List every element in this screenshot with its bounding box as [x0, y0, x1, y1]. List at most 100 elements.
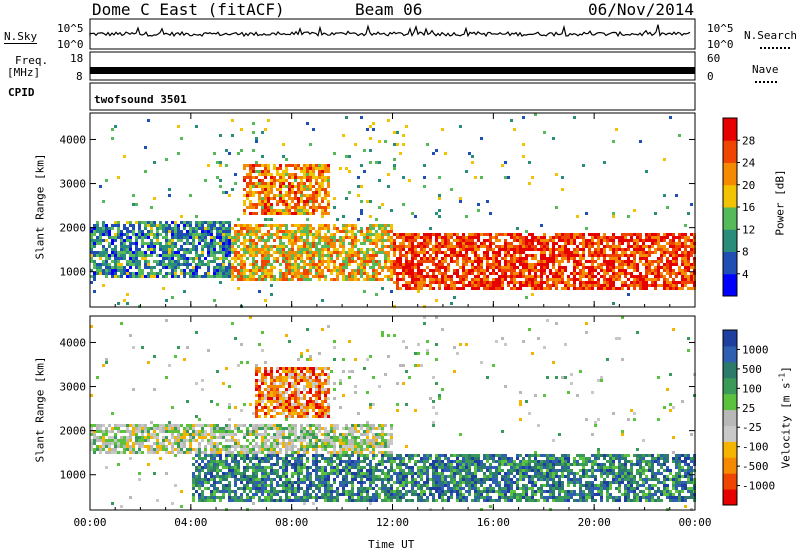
heatmap-cell: [168, 257, 171, 260]
heatmap-cell: [168, 421, 171, 424]
heatmap-cell: [153, 242, 156, 245]
heatmap-cell: [408, 239, 411, 242]
heatmap-cell: [216, 272, 219, 275]
heatmap-cell: [261, 397, 264, 400]
heatmap-cell: [294, 370, 297, 373]
heatmap-cell: [516, 236, 519, 239]
heatmap-cell: [435, 257, 438, 260]
heatmap-cell: [261, 433, 264, 436]
heatmap-cell: [219, 469, 222, 472]
heatmap-cell: [540, 236, 543, 239]
heatmap-cell: [252, 266, 255, 269]
heatmap-cell: [318, 182, 321, 185]
heatmap-cell: [264, 475, 267, 478]
heatmap-cell: [384, 275, 387, 278]
heatmap-cell: [375, 245, 378, 248]
heatmap-cell: [564, 251, 567, 254]
heatmap-cell: [195, 233, 198, 236]
heatmap-cell: [297, 245, 300, 248]
heatmap-cell: [279, 269, 282, 272]
heatmap-cell: [591, 242, 594, 245]
heatmap-cell: [309, 143, 312, 146]
heatmap-cell: [327, 191, 330, 194]
heatmap-cell: [546, 248, 549, 251]
heatmap-cell: [228, 481, 231, 484]
heatmap-cell: [120, 230, 123, 233]
heatmap-cell: [243, 469, 246, 472]
heatmap-cell: [192, 499, 195, 502]
heatmap-cell: [210, 475, 213, 478]
heatmap-cell: [435, 278, 438, 281]
heatmap-cell: [375, 233, 378, 236]
heatmap-cell: [159, 260, 162, 263]
heatmap-cell: [279, 248, 282, 251]
heatmap-cell: [561, 239, 564, 242]
heatmap-cell: [690, 248, 693, 251]
heatmap-cell: [477, 254, 480, 257]
heatmap-cell: [108, 242, 111, 245]
heatmap-cell: [216, 257, 219, 260]
heatmap-cell: [426, 143, 429, 146]
nave-right-tick-bottom: 0: [707, 70, 714, 83]
heatmap-cell: [180, 263, 183, 266]
heatmap-cell: [120, 239, 123, 242]
heatmap-cell: [363, 254, 366, 257]
heatmap-cell: [582, 239, 585, 242]
heatmap-cell: [270, 493, 273, 496]
heatmap-cell: [219, 224, 222, 227]
heatmap-cell: [552, 254, 555, 257]
heatmap-cell: [207, 227, 210, 230]
heatmap-cell: [591, 257, 594, 260]
heatmap-cell: [90, 269, 93, 272]
heatmap-cell: [288, 185, 291, 188]
heatmap-cell: [132, 388, 135, 391]
heatmap-cell: [552, 278, 555, 281]
heatmap-cell: [351, 245, 354, 248]
heatmap-cell: [456, 239, 459, 242]
heatmap-cell: [306, 278, 309, 281]
heatmap-cell: [339, 239, 342, 242]
heatmap-cell: [309, 248, 312, 251]
heatmap-cell: [177, 233, 180, 236]
heatmap-cell: [444, 239, 447, 242]
heatmap-cell: [303, 248, 306, 251]
heatmap-cell: [501, 284, 504, 287]
heatmap-cell: [672, 269, 675, 272]
heatmap-cell: [288, 478, 291, 481]
heatmap-cell: [285, 367, 288, 370]
heatmap-cell: [606, 284, 609, 287]
heatmap-cell: [642, 251, 645, 254]
heatmap-cell: [96, 272, 99, 275]
heatmap-cell: [258, 424, 261, 427]
heatmap-cell: [285, 257, 288, 260]
heatmap-cell: [93, 275, 96, 278]
heatmap-cell: [255, 445, 258, 448]
heatmap-cell: [360, 272, 363, 275]
heatmap-cell: [309, 167, 312, 170]
heatmap-cell: [267, 475, 270, 478]
heatmap-cell: [138, 254, 141, 257]
heatmap-cell: [240, 454, 243, 457]
heatmap-cell: [663, 236, 666, 239]
heatmap-cell: [219, 251, 222, 254]
heatmap-cell: [288, 191, 291, 194]
heatmap-cell: [474, 260, 477, 263]
heatmap-cell: [225, 149, 228, 152]
heatmap-cell: [372, 272, 375, 275]
heatmap-cell: [603, 269, 606, 272]
heatmap-cell: [294, 272, 297, 275]
heatmap-cell: [654, 248, 657, 251]
heatmap-cell: [270, 424, 273, 427]
heatmap-cell: [126, 227, 129, 230]
heatmap-cell: [429, 287, 432, 290]
heatmap-cell: [90, 251, 93, 254]
heatmap-cell: [618, 260, 621, 263]
heatmap-cell: [264, 388, 267, 391]
heatmap-cell: [150, 242, 153, 245]
heatmap-cell: [261, 278, 264, 281]
heatmap-cell: [645, 281, 648, 284]
heatmap-cell: [312, 128, 315, 131]
heatmap-cell: [669, 233, 672, 236]
heatmap-cell: [417, 281, 420, 284]
heatmap-cell: [414, 215, 417, 218]
